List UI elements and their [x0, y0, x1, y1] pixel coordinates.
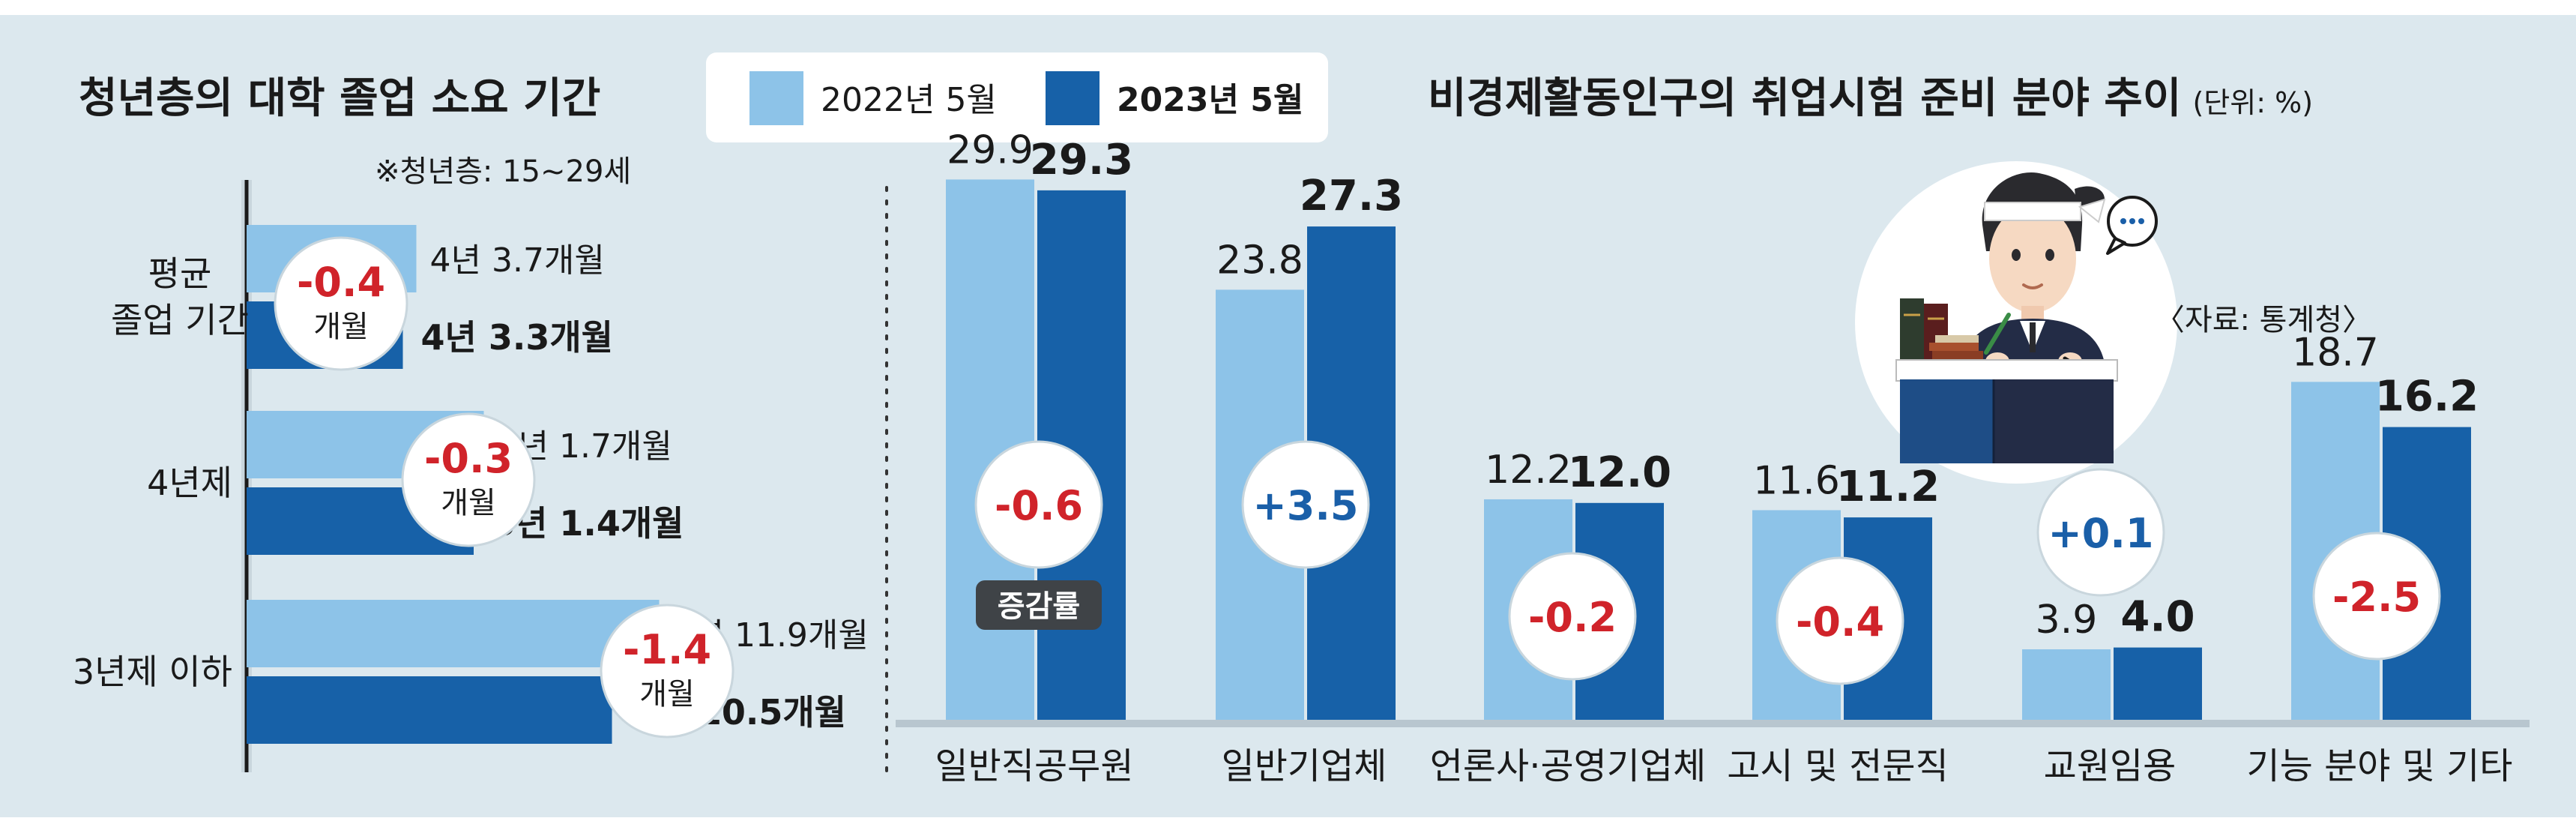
vbar-label-2023: 12.0	[1568, 448, 1671, 497]
delta-circle	[974, 440, 1103, 569]
delta-value: -0.2	[1528, 594, 1617, 641]
hbar-2022	[247, 600, 660, 667]
delta-value: -0.4	[1796, 598, 1884, 646]
right-chart-title: 비경제활동인구의 취업시험 준비 분야 추이	[1428, 74, 2181, 123]
source-note: 〈자료: 통계청〉	[2155, 303, 2372, 337]
delta-value: -0.6	[995, 482, 1083, 529]
category-label: 일반직공무원	[935, 745, 1134, 787]
speech-bubble-icon	[2106, 196, 2158, 255]
vbar-label-2023: 29.3	[1030, 136, 1133, 184]
delta-circle	[1508, 552, 1637, 681]
delta-value: +3.5	[1253, 482, 1359, 529]
category-label: 평균	[148, 253, 212, 294]
legend-label-2023: 2023년 5월	[1117, 81, 1303, 119]
student-figure-icon	[1960, 172, 2106, 379]
category-label: 졸업 기간	[111, 300, 249, 340]
x-axis-baseline	[896, 720, 2530, 727]
delta-value: -1.4	[623, 626, 711, 673]
vbar-2022	[2022, 649, 2111, 720]
delta-unit: 개월	[639, 677, 695, 712]
delta-circle	[600, 604, 735, 739]
hbar-2023	[247, 676, 612, 744]
right-chart-title-group: 비경제활동인구의 취업시험 준비 분야 추이 (단위: %)	[1428, 74, 2313, 123]
delta-value: -0.3	[424, 435, 513, 482]
category-label: 기능 분야 및 기타	[2247, 745, 2513, 787]
vbar-label-2022: 11.6	[1753, 458, 1840, 503]
hbar-label-2022: 4년 3.7개월	[430, 241, 605, 280]
legend-swatch-2023	[1046, 71, 1100, 125]
delta-unit: 개월	[313, 310, 369, 344]
delta-circle	[2036, 468, 2165, 597]
vbar-label-2023: 11.2	[1836, 463, 1940, 511]
left-chart-note: ※청년층: 15~29세	[375, 154, 631, 189]
vbar-label-2022: 29.9	[947, 127, 1034, 172]
delta-circle	[401, 412, 536, 547]
vbar-label-2023: 27.3	[1300, 172, 1403, 220]
vbar-label-2022: 12.2	[1485, 448, 1572, 493]
change-rate-badge	[976, 580, 1102, 630]
delta-unit: 개월	[441, 486, 496, 520]
delta-circle	[274, 236, 408, 371]
delta-circle	[1776, 556, 1904, 685]
legend-label-2022: 2022년 5월	[821, 81, 997, 119]
student-illustration	[1855, 161, 2177, 484]
vbar-label-2022: 23.8	[1216, 238, 1303, 283]
book-stack-icon	[1900, 298, 1983, 360]
vbar-label-2023: 4.0	[2120, 593, 2195, 642]
delta-value: +0.1	[2048, 510, 2154, 557]
desk-icon	[1895, 359, 2118, 463]
vbar-2023	[2114, 647, 2202, 720]
category-label: 교원임용	[2044, 745, 2177, 787]
left-chart-title: 청년층의 대학 졸업 소요 기간	[79, 74, 600, 123]
category-label: 일반기업체	[1222, 745, 1387, 787]
delta-circle	[1241, 440, 1370, 569]
right-chart-unit: (단위: %)	[2192, 86, 2313, 119]
legend: 2022년 5월 2023년 5월	[706, 52, 1328, 142]
vbar-label-2022: 3.9	[2036, 598, 2098, 643]
legend-box	[706, 52, 1328, 142]
category-label: 4년제	[147, 463, 232, 503]
category-label: 3년제 이하	[73, 652, 232, 692]
delta-value: -2.5	[2332, 574, 2421, 621]
delta-circle	[2312, 532, 2441, 661]
hbar-label-2023: 4년 3.3개월	[421, 317, 613, 358]
category-label: 언론사·공영기업체	[1430, 745, 1707, 787]
change-rate-badge-label: 증감률	[998, 589, 1080, 624]
vertical-bar-chart: 29.929.3 일반직공무원 -0.6 증감률 23.8 27.3 일반기업체 +3.5 12…	[896, 127, 2530, 787]
vbar-label-2023: 16.2	[2375, 373, 2479, 421]
legend-swatch-2022	[749, 71, 803, 125]
category-label: 고시 및 전문직	[1727, 745, 1948, 787]
delta-value: -0.4	[297, 259, 385, 306]
vbar-label-2022: 18.7	[2292, 330, 2379, 375]
